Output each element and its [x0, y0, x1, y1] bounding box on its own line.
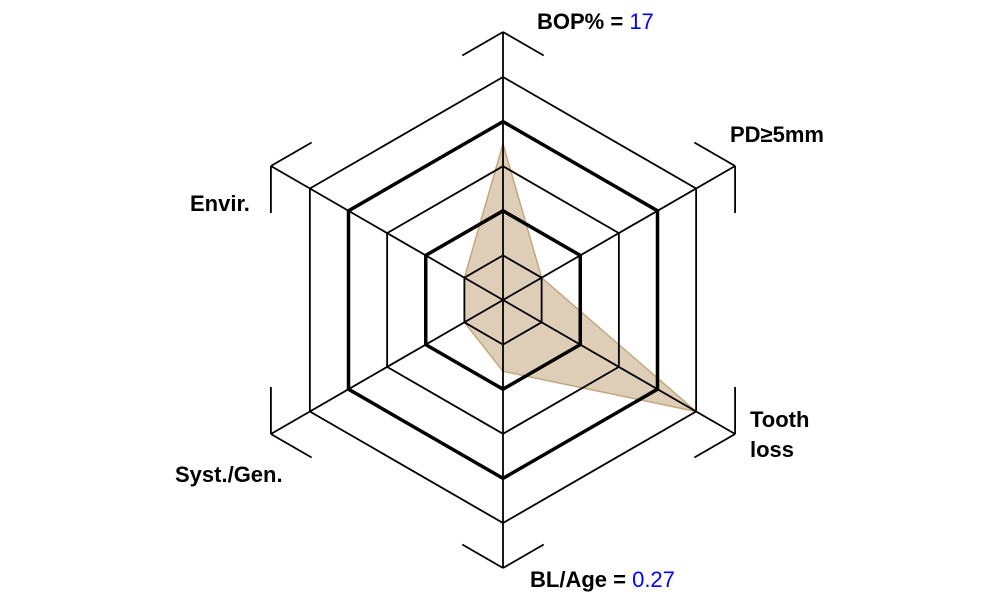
label-tooth: Tooth — [750, 407, 810, 432]
axis-end-tick-blage — [461, 543, 504, 569]
axis-end-tick-pd — [693, 141, 736, 167]
axis-pd — [502, 165, 736, 301]
axis-end-tick-blage — [502, 543, 545, 569]
blage-value: 0.27 — [632, 567, 675, 592]
label-pd: PD≥5mm — [730, 122, 824, 147]
axis-end-tick-tooth — [693, 433, 736, 459]
axis-syst — [270, 299, 504, 435]
label-blage: BL/Age = 0.27 — [530, 567, 675, 592]
axis-end-tick-envir — [270, 141, 313, 167]
label-syst-gen: Syst./Gen. — [175, 462, 283, 487]
label-tooth-loss: Tooth loss — [750, 405, 809, 465]
axis-end-tick-bop — [461, 31, 504, 57]
axis-end-tick-syst — [270, 433, 313, 459]
axis-envir — [270, 165, 504, 301]
axis-end-tick-bop — [502, 31, 545, 57]
label-bop: BOP% = 17 — [537, 9, 654, 34]
axis-tooth — [502, 299, 736, 435]
bop-value: 17 — [629, 9, 654, 34]
label-loss: loss — [750, 437, 795, 462]
label-envir: Envir. — [190, 191, 250, 216]
